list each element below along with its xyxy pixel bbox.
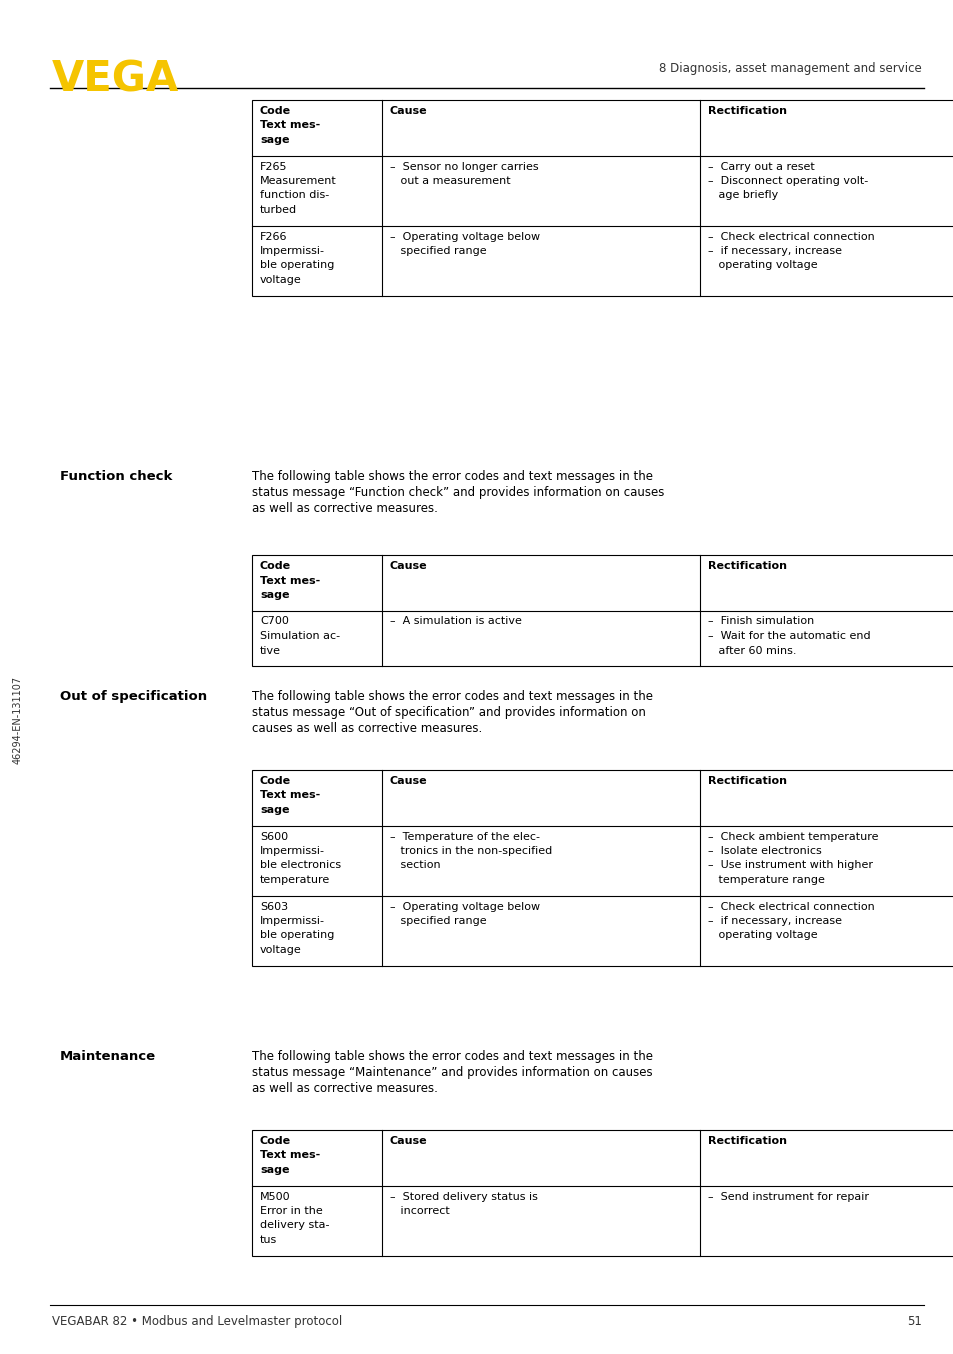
Text: causes as well as corrective measures.: causes as well as corrective measures.	[252, 722, 482, 735]
Text: Rectification: Rectification	[707, 776, 786, 787]
Text: Measurement: Measurement	[260, 176, 336, 185]
Text: F266: F266	[260, 232, 287, 241]
Text: –  Check electrical connection: – Check electrical connection	[707, 232, 874, 241]
Text: 8 Diagnosis, asset management and service: 8 Diagnosis, asset management and servic…	[659, 62, 921, 74]
Text: tive: tive	[260, 646, 281, 655]
Text: turbed: turbed	[260, 204, 296, 215]
Text: 51: 51	[906, 1315, 921, 1328]
Text: Text mes-: Text mes-	[260, 575, 320, 585]
Text: Rectification: Rectification	[707, 106, 786, 116]
Text: Cause: Cause	[390, 1136, 427, 1145]
Text: as well as corrective measures.: as well as corrective measures.	[252, 1082, 437, 1095]
Text: –  A simulation is active: – A simulation is active	[390, 616, 521, 627]
Text: VEGA: VEGA	[52, 58, 179, 100]
Text: Out of specification: Out of specification	[60, 691, 207, 703]
Text: incorrect: incorrect	[390, 1206, 449, 1216]
Bar	[252, 100, 953, 295]
Text: –  Send instrument for repair: – Send instrument for repair	[707, 1192, 868, 1201]
Text: Impermissi-: Impermissi-	[260, 846, 325, 856]
Text: specified range: specified range	[390, 246, 486, 256]
Text: status message “Out of specification” and provides information on: status message “Out of specification” an…	[252, 705, 645, 719]
Text: The following table shows the error codes and text messages in the: The following table shows the error code…	[252, 470, 652, 483]
Text: specified range: specified range	[390, 917, 486, 926]
Text: Code: Code	[260, 106, 291, 116]
Bar	[252, 555, 953, 666]
Text: sage: sage	[260, 135, 289, 145]
Text: Function check: Function check	[60, 470, 172, 483]
Text: sage: sage	[260, 590, 289, 600]
Text: Code: Code	[260, 776, 291, 787]
Text: –  Carry out a reset: – Carry out a reset	[707, 161, 814, 172]
Text: out a measurement: out a measurement	[390, 176, 510, 185]
Text: sage: sage	[260, 1164, 289, 1175]
Text: Code: Code	[260, 561, 291, 571]
Text: –  Finish simulation: – Finish simulation	[707, 616, 814, 627]
Bar	[252, 770, 953, 965]
Text: The following table shows the error codes and text messages in the: The following table shows the error code…	[252, 691, 652, 703]
Text: VEGABAR 82 • Modbus and Levelmaster protocol: VEGABAR 82 • Modbus and Levelmaster prot…	[52, 1315, 342, 1328]
Text: after 60 mins.: after 60 mins.	[707, 646, 796, 655]
Text: Cause: Cause	[390, 561, 427, 571]
Text: Simulation ac-: Simulation ac-	[260, 631, 340, 640]
Text: Text mes-: Text mes-	[260, 1151, 320, 1160]
Text: Rectification: Rectification	[707, 1136, 786, 1145]
Text: –  Sensor no longer carries: – Sensor no longer carries	[390, 161, 538, 172]
Text: Rectification: Rectification	[707, 561, 786, 571]
Text: Cause: Cause	[390, 106, 427, 116]
Text: voltage: voltage	[260, 275, 301, 284]
Text: tronics in the non-specified: tronics in the non-specified	[390, 846, 552, 856]
Text: delivery sta-: delivery sta-	[260, 1220, 329, 1231]
Text: status message “Function check” and provides information on causes: status message “Function check” and prov…	[252, 486, 663, 500]
Text: operating voltage: operating voltage	[707, 260, 817, 271]
Text: operating voltage: operating voltage	[707, 930, 817, 941]
Text: S603: S603	[260, 902, 288, 911]
Text: –  Wait for the automatic end: – Wait for the automatic end	[707, 631, 870, 640]
Text: sage: sage	[260, 806, 289, 815]
Text: ble electronics: ble electronics	[260, 861, 341, 871]
Text: –  Temperature of the elec-: – Temperature of the elec-	[390, 831, 539, 841]
Text: Impermissi-: Impermissi-	[260, 917, 325, 926]
Text: Text mes-: Text mes-	[260, 121, 320, 130]
Text: tus: tus	[260, 1235, 277, 1244]
Text: –  if necessary, increase: – if necessary, increase	[707, 246, 841, 256]
Text: status message “Maintenance” and provides information on causes: status message “Maintenance” and provide…	[252, 1066, 652, 1079]
Text: –  if necessary, increase: – if necessary, increase	[707, 917, 841, 926]
Text: F265: F265	[260, 161, 287, 172]
Text: –  Use instrument with higher: – Use instrument with higher	[707, 861, 872, 871]
Text: ble operating: ble operating	[260, 930, 334, 941]
Text: M500: M500	[260, 1192, 291, 1201]
Text: age briefly: age briefly	[707, 191, 778, 200]
Text: function dis-: function dis-	[260, 191, 329, 200]
Text: S600: S600	[260, 831, 288, 841]
Text: Error in the: Error in the	[260, 1206, 322, 1216]
Text: section: section	[390, 861, 440, 871]
Text: Cause: Cause	[390, 776, 427, 787]
Text: as well as corrective measures.: as well as corrective measures.	[252, 502, 437, 515]
Text: –  Isolate electronics: – Isolate electronics	[707, 846, 821, 856]
Text: –  Check ambient temperature: – Check ambient temperature	[707, 831, 878, 841]
Text: –  Operating voltage below: – Operating voltage below	[390, 902, 539, 911]
Text: 46294-EN-131107: 46294-EN-131107	[13, 676, 23, 764]
Text: –  Stored delivery status is: – Stored delivery status is	[390, 1192, 537, 1201]
Text: C700: C700	[260, 616, 289, 627]
Text: temperature: temperature	[260, 875, 330, 886]
Text: Text mes-: Text mes-	[260, 791, 320, 800]
Text: Impermissi-: Impermissi-	[260, 246, 325, 256]
Text: voltage: voltage	[260, 945, 301, 955]
Text: –  Disconnect operating volt-: – Disconnect operating volt-	[707, 176, 867, 185]
Text: Code: Code	[260, 1136, 291, 1145]
Text: The following table shows the error codes and text messages in the: The following table shows the error code…	[252, 1049, 652, 1063]
Text: –  Operating voltage below: – Operating voltage below	[390, 232, 539, 241]
Text: temperature range: temperature range	[707, 875, 824, 886]
Text: Maintenance: Maintenance	[60, 1049, 156, 1063]
Text: ble operating: ble operating	[260, 260, 334, 271]
Text: –  Check electrical connection: – Check electrical connection	[707, 902, 874, 911]
Bar	[252, 1131, 953, 1255]
